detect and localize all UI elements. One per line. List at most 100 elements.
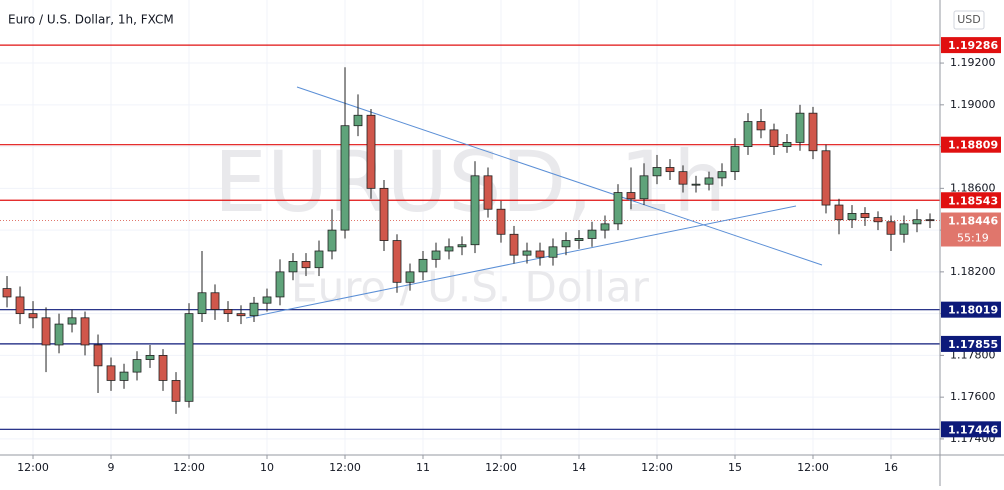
candle-body — [15, 296, 25, 315]
candle-body — [197, 292, 207, 315]
candle-body — [561, 240, 571, 248]
candle-body — [444, 246, 454, 252]
x-tick-label: 9 — [108, 461, 115, 474]
x-tick-label: 10 — [260, 461, 274, 474]
candle-body — [392, 240, 402, 283]
candle-body — [613, 192, 623, 225]
x-tick-label: 15 — [728, 461, 742, 474]
candle-body — [717, 171, 727, 179]
candle-body — [210, 292, 220, 310]
candle-body — [119, 371, 129, 381]
y-tick-label: 1.19000 — [950, 98, 996, 111]
candle-body — [93, 344, 103, 367]
candle-body — [184, 313, 194, 402]
candle-body — [106, 365, 116, 381]
candle-body — [353, 114, 363, 127]
candle-body — [158, 354, 168, 381]
candle-body — [587, 229, 597, 239]
candles — [2, 67, 935, 414]
candle-body — [457, 244, 467, 248]
candle-body — [860, 213, 870, 218]
candle-body — [327, 229, 337, 252]
level-label: 1.17855 — [948, 338, 998, 351]
candle-body — [912, 219, 922, 225]
candle-body — [626, 192, 636, 200]
x-tick-label: 14 — [572, 461, 586, 474]
last-price-label: 1.18446 — [948, 215, 998, 228]
candle-body — [795, 112, 805, 143]
countdown: 55:19 — [957, 232, 989, 245]
x-tick-label: 12:00 — [173, 461, 205, 474]
candle-body — [522, 250, 532, 256]
y-tick-label: 1.18200 — [950, 265, 996, 278]
candle-body — [236, 313, 246, 317]
level-label: 1.17446 — [948, 423, 998, 436]
trend-line — [245, 205, 797, 319]
candle-body — [132, 359, 142, 373]
candle-body — [41, 317, 51, 346]
candle-body — [418, 258, 428, 273]
candle-body — [2, 288, 12, 298]
candle-body — [678, 171, 688, 185]
candle-body — [366, 114, 376, 189]
candle-body — [249, 302, 259, 317]
x-tick-label: 11 — [416, 461, 430, 474]
candle-body — [886, 221, 896, 235]
candle-body — [730, 146, 740, 173]
candle-body — [483, 175, 493, 210]
level-tag — [941, 192, 1001, 209]
x-tick-label: 12:00 — [485, 461, 517, 474]
candle-body — [782, 142, 792, 147]
candle-body — [288, 261, 298, 273]
candle-body — [925, 219, 935, 222]
candle-body — [145, 354, 155, 360]
candle-body — [171, 380, 181, 402]
candle-body — [379, 187, 389, 241]
y-tick-label: 1.18600 — [950, 181, 996, 194]
trend-line — [296, 86, 823, 266]
candle-body — [704, 177, 714, 185]
candle-body — [223, 309, 233, 315]
currency-box[interactable] — [953, 10, 985, 30]
candle-body — [600, 223, 610, 231]
candle-body — [821, 150, 831, 206]
level-tag — [941, 136, 1001, 153]
x-tick-label: 12:00 — [17, 461, 49, 474]
x-tick-label: 12:00 — [329, 461, 361, 474]
level-label: 1.18543 — [948, 194, 998, 207]
grid — [0, 0, 940, 455]
y-tick-label: 1.17600 — [950, 390, 996, 403]
candle-body — [652, 167, 662, 177]
candle-body — [340, 125, 350, 231]
candle-body — [743, 121, 753, 147]
level-tag — [941, 37, 1001, 54]
level-tag — [941, 335, 1001, 352]
currency[interactable]: USD — [957, 13, 981, 26]
candle-body — [899, 223, 909, 235]
candle-body — [873, 217, 883, 223]
candle-body — [639, 175, 649, 200]
candle-body — [275, 271, 285, 298]
level-label: 1.18809 — [948, 139, 998, 152]
candle-body — [691, 183, 701, 186]
candle-body — [509, 233, 519, 256]
candle-body — [808, 112, 818, 152]
candle-body — [301, 261, 311, 269]
y-tick-label: 1.19200 — [950, 56, 996, 69]
candle-body — [769, 129, 779, 147]
price-tags: 1.19286 1.18809 1.18543 1.18019 1.17855 1.174… — [941, 37, 1001, 438]
candle-body — [496, 208, 506, 235]
x-tick-label: 12:00 — [797, 461, 829, 474]
candle-body — [548, 246, 558, 258]
candle-body — [665, 167, 675, 173]
levels — [0, 44, 940, 430]
candle-body — [535, 250, 545, 258]
level-tag — [941, 301, 1001, 318]
candle-body — [470, 175, 480, 246]
x-tick-label: 16 — [884, 461, 898, 474]
level-label: 1.19286 — [948, 39, 998, 52]
level-label: 1.18019 — [948, 304, 998, 317]
candle-body — [756, 121, 766, 131]
